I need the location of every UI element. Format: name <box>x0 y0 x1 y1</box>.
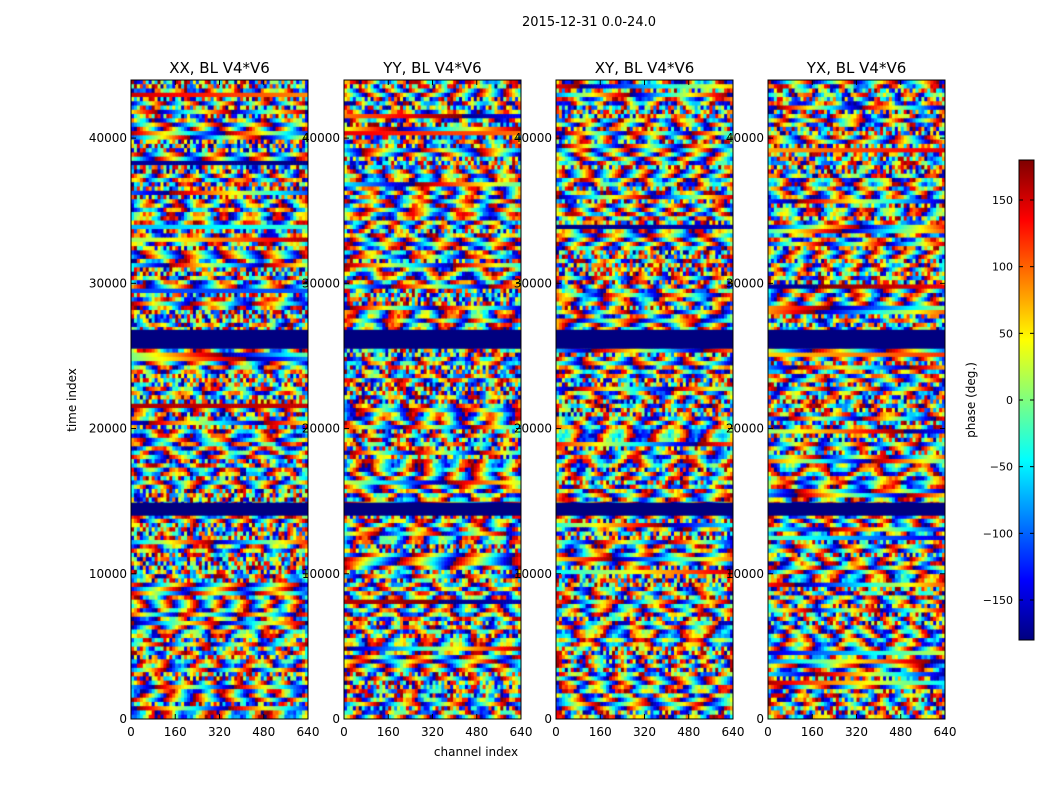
x-tick-label: 0 <box>127 725 135 739</box>
y-tick-label: 20000 <box>726 422 764 436</box>
y-tick-label: 30000 <box>302 276 340 290</box>
panel: YY, BL V4*V6 0 160 320 480 640 0 10000 20000 3000… <box>302 59 533 739</box>
heatmap-canvas <box>556 80 733 719</box>
x-axis-label: channel index <box>434 745 518 759</box>
y-tick-label: 20000 <box>302 422 340 436</box>
y-tick-label: 30000 <box>726 276 764 290</box>
heatmap-image <box>344 80 521 719</box>
x-tick-label: 640 <box>722 725 745 739</box>
colorbar-tick-label: 0 <box>1006 394 1013 407</box>
y-tick-label: 10000 <box>726 567 764 581</box>
x-tick-label: 480 <box>252 725 275 739</box>
panel: YX, BL V4*V6 0 160 320 480 640 0 10000 20000 3000… <box>726 59 957 739</box>
panel-title: YX, BL V4*V6 <box>806 59 907 77</box>
y-tick-label: 0 <box>756 712 764 726</box>
x-tick-label: 640 <box>510 725 533 739</box>
x-tick-label: 160 <box>377 725 400 739</box>
x-tick-label: 160 <box>164 725 187 739</box>
y-tick-label: 40000 <box>514 131 552 145</box>
y-tick-label: 20000 <box>89 422 127 436</box>
x-tick-label: 480 <box>465 725 488 739</box>
heatmap-image <box>556 80 733 719</box>
colorbar-tick-label: −150 <box>983 594 1013 607</box>
colorbar-label: phase (deg.) <box>964 362 978 438</box>
heatmap-canvas <box>768 80 945 719</box>
x-tick-label: 320 <box>845 725 868 739</box>
y-tick-label: 40000 <box>726 131 764 145</box>
y-tick-label: 40000 <box>302 131 340 145</box>
colorbar-tick-label: −50 <box>990 461 1013 474</box>
heatmap-image <box>131 80 308 719</box>
panels: XX, BL V4*V6 0 160 320 480 640 0 10000 20000 3000… <box>89 59 957 739</box>
y-tick-label: 20000 <box>514 422 552 436</box>
heatmap-canvas <box>131 80 308 719</box>
x-tick-label: 640 <box>934 725 957 739</box>
x-tick-label: 320 <box>208 725 231 739</box>
panel: XX, BL V4*V6 0 160 320 480 640 0 10000 20000 3000… <box>89 59 320 739</box>
panel-title: XX, BL V4*V6 <box>169 59 270 77</box>
colorbar-tick-label: 50 <box>999 327 1013 340</box>
y-tick-label: 0 <box>332 712 340 726</box>
colorbar: 150 100 50 0 −50 −100 −150 phase (deg.) <box>964 159 1035 641</box>
x-tick-label: 0 <box>552 725 560 739</box>
colorbar-tick-label: −100 <box>983 527 1013 540</box>
y-tick-label: 40000 <box>89 131 127 145</box>
y-tick-label: 0 <box>119 712 127 726</box>
panel: XY, BL V4*V6 0 160 320 480 640 0 10000 20000 3000… <box>514 59 745 739</box>
x-tick-label: 160 <box>589 725 612 739</box>
x-tick-label: 0 <box>340 725 348 739</box>
x-tick-label: 480 <box>677 725 700 739</box>
y-tick-label: 10000 <box>302 567 340 581</box>
x-tick-label: 640 <box>297 725 320 739</box>
heatmap-image <box>768 80 945 719</box>
y-tick-label: 30000 <box>514 276 552 290</box>
y-tick-label: 10000 <box>514 567 552 581</box>
colorbar-tick-label: 100 <box>992 261 1013 274</box>
x-tick-label: 160 <box>801 725 824 739</box>
y-tick-label: 10000 <box>89 567 127 581</box>
x-tick-label: 320 <box>633 725 656 739</box>
panel-title: YY, BL V4*V6 <box>382 59 481 77</box>
y-tick-label: 0 <box>544 712 552 726</box>
panel-title: XY, BL V4*V6 <box>595 59 695 77</box>
x-tick-label: 480 <box>889 725 912 739</box>
x-tick-label: 0 <box>764 725 772 739</box>
heatmap-canvas <box>344 80 521 719</box>
y-axis-label: time index <box>65 368 79 432</box>
y-tick-label: 30000 <box>89 276 127 290</box>
x-tick-label: 320 <box>421 725 444 739</box>
figure-suptitle: 2015-12-31 0.0-24.0 <box>522 15 656 30</box>
colorbar-tick-label: 150 <box>992 194 1013 207</box>
